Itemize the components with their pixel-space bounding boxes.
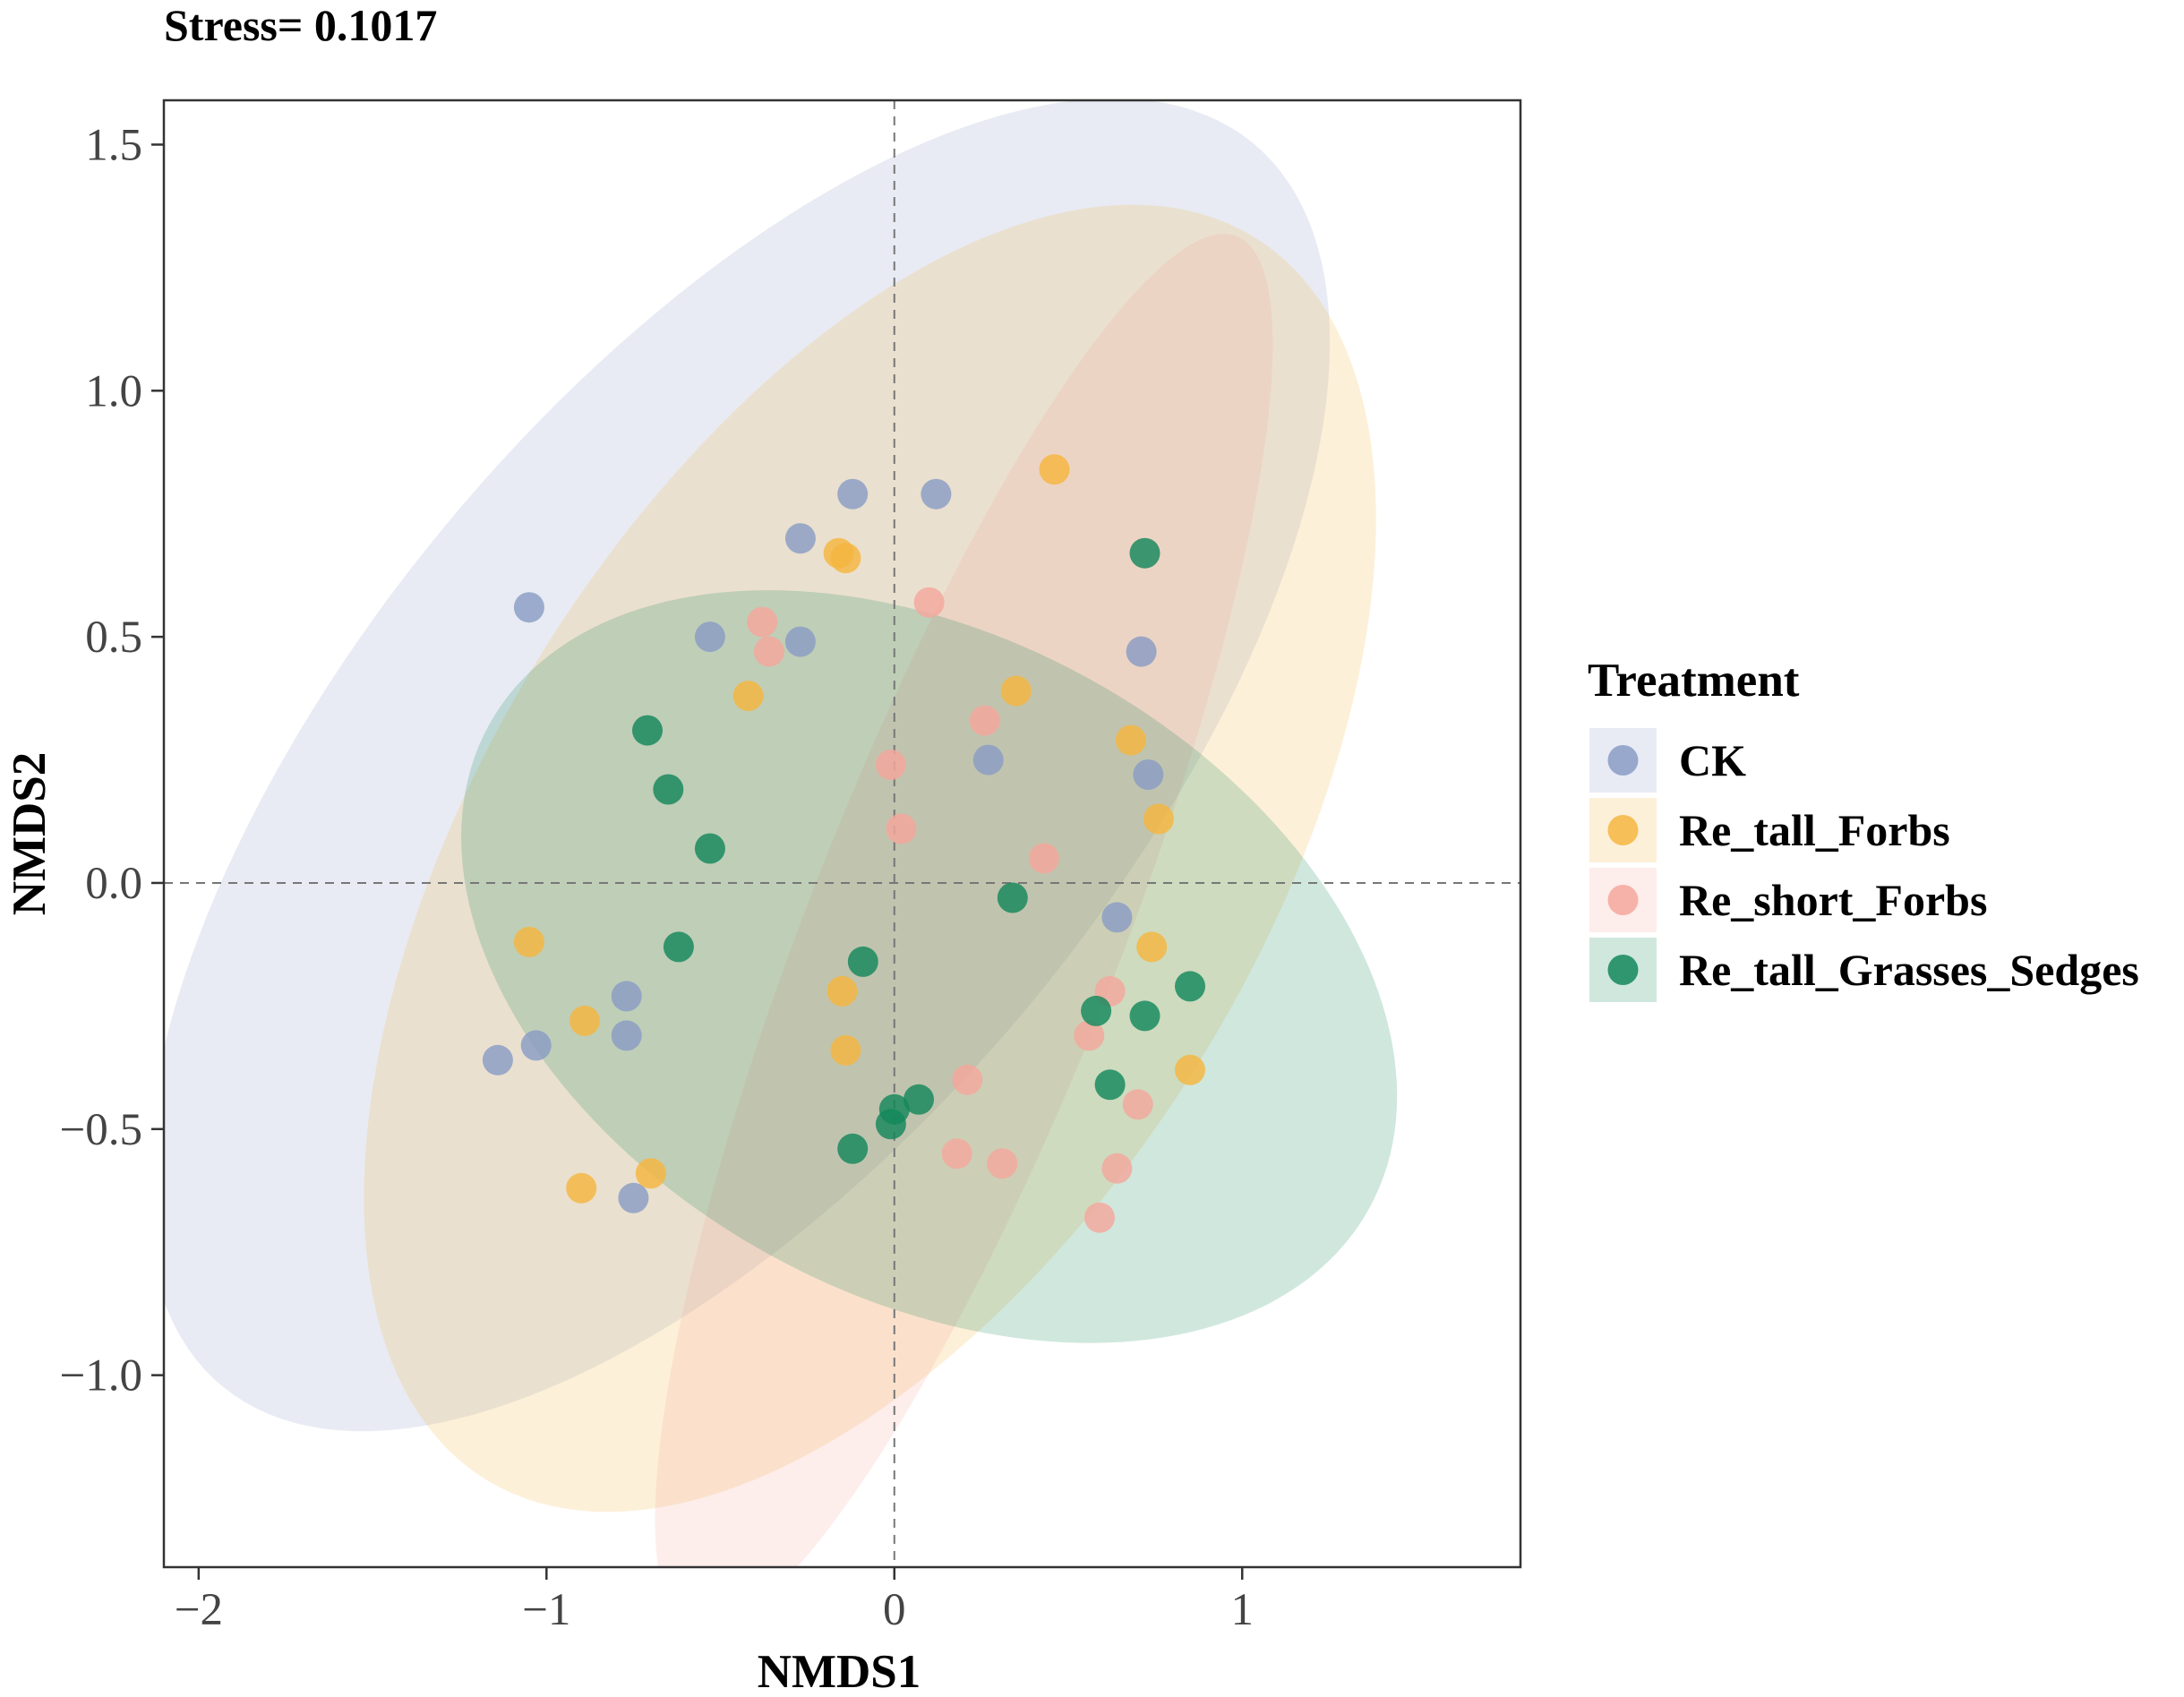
- data-point-3-5: [663, 931, 694, 963]
- x-axis-ticks: −2 −1 0 1: [175, 1567, 1254, 1635]
- data-point-1-5: [1115, 724, 1146, 756]
- data-point-2-0: [913, 587, 945, 618]
- data-point-1-0: [1039, 454, 1070, 485]
- data-point-3-13: [875, 1109, 906, 1140]
- ellipse-3: [461, 590, 1398, 1343]
- x-tick-label-0: −2: [175, 1585, 223, 1635]
- data-point-1-4: [1000, 675, 1032, 707]
- data-point-3-14: [837, 1133, 869, 1164]
- data-point-3-0: [1129, 537, 1161, 569]
- data-point-2-8: [1074, 1020, 1105, 1051]
- data-point-1-13: [635, 1158, 666, 1189]
- data-point-0-9: [1101, 902, 1133, 933]
- data-point-3-2: [653, 774, 684, 805]
- data-point-0-10: [611, 981, 642, 1012]
- data-point-1-8: [1136, 931, 1168, 963]
- data-point-3-7: [1175, 971, 1205, 1002]
- data-point-0-12: [520, 1030, 552, 1061]
- data-point-2-12: [987, 1148, 1018, 1179]
- data-point-2-11: [941, 1138, 972, 1170]
- ellipse-0: [164, 100, 1331, 1432]
- data-point-1-6: [1143, 803, 1174, 835]
- data-point-2-3: [969, 705, 1000, 736]
- data-point-2-13: [1101, 1153, 1133, 1184]
- data-point-2-6: [1028, 843, 1059, 874]
- data-points: [482, 454, 1205, 1233]
- data-point-3-9: [1129, 1000, 1161, 1032]
- data-point-0-0: [513, 592, 544, 623]
- x-tick-label-1: −1: [522, 1585, 570, 1635]
- y-tick-label-2: 0.0: [85, 859, 142, 909]
- legend-label-2: Re_short_Forbs: [1679, 875, 1987, 925]
- y-tick-label-4: 1.0: [85, 366, 142, 416]
- data-point-2-1: [747, 606, 778, 638]
- ellipse-1: [364, 204, 1376, 1513]
- data-point-3-8: [1081, 995, 1112, 1026]
- legend: Treatment CK Re_tall_Forbs Re_short_Forbs R…: [1588, 655, 2139, 1002]
- x-axis-title: NMDS1: [758, 1646, 921, 1697]
- stress-label: Stress= 0.1017: [164, 0, 437, 50]
- data-point-1-3: [732, 681, 764, 712]
- data-point-3-10: [1094, 1069, 1126, 1101]
- legend-marker-2: [1607, 885, 1639, 915]
- data-point-0-5: [784, 626, 816, 657]
- data-point-0-1: [694, 621, 725, 653]
- plot-frame: [162, 99, 1522, 1569]
- data-point-2-10: [1122, 1089, 1153, 1120]
- data-point-3-4: [997, 882, 1028, 913]
- data-point-0-6: [972, 744, 1004, 776]
- data-point-1-14: [566, 1172, 597, 1204]
- ellipse-2: [655, 234, 1273, 1567]
- data-point-2-4: [875, 750, 906, 780]
- data-point-2-9: [952, 1064, 983, 1095]
- data-point-0-3: [837, 478, 869, 510]
- x-tick-label-2: 0: [883, 1585, 906, 1635]
- data-point-3-1: [632, 715, 663, 746]
- legend-marker-1: [1607, 815, 1639, 845]
- data-point-3-6: [847, 946, 878, 977]
- legend-label-3: Re_tall_Grasses_Sedges: [1679, 945, 2139, 995]
- data-point-3-11: [904, 1084, 934, 1115]
- y-axis-title: NMDS2: [4, 752, 56, 916]
- y-axis-ticks: −1.0 −0.5 0.0 0.5 1.0 1.5: [59, 120, 164, 1401]
- data-point-2-2: [753, 636, 784, 667]
- y-tick-label-5: 1.5: [85, 120, 142, 170]
- data-point-1-10: [570, 1005, 600, 1036]
- data-point-2-14: [1084, 1202, 1115, 1233]
- data-point-0-14: [618, 1182, 649, 1213]
- data-point-0-4: [921, 478, 952, 510]
- data-point-0-13: [482, 1044, 513, 1076]
- y-tick-label-1: −0.5: [59, 1105, 142, 1155]
- x-tick-label-3: 1: [1230, 1585, 1254, 1635]
- data-point-1-7: [513, 926, 544, 957]
- data-point-0-2: [784, 523, 816, 554]
- data-point-2-5: [886, 813, 917, 844]
- data-point-0-8: [1133, 759, 1164, 790]
- data-point-0-7: [1126, 636, 1157, 667]
- legend-marker-0: [1607, 745, 1639, 776]
- y-tick-label-0: −1.0: [59, 1351, 142, 1401]
- data-point-1-12: [1175, 1054, 1205, 1085]
- y-tick-label-3: 0.5: [85, 613, 142, 663]
- data-point-1-11: [830, 1034, 861, 1066]
- data-point-0-11: [611, 1020, 642, 1051]
- data-point-1-2: [830, 543, 861, 574]
- confidence-ellipses: [164, 100, 1398, 1567]
- data-point-3-3: [694, 833, 725, 864]
- legend-label-0: CK: [1679, 735, 1746, 785]
- legend-title: Treatment: [1588, 655, 1800, 707]
- legend-label-1: Re_tall_Forbs: [1679, 805, 1950, 855]
- legend-marker-3: [1607, 955, 1639, 985]
- data-point-1-9: [826, 975, 858, 1007]
